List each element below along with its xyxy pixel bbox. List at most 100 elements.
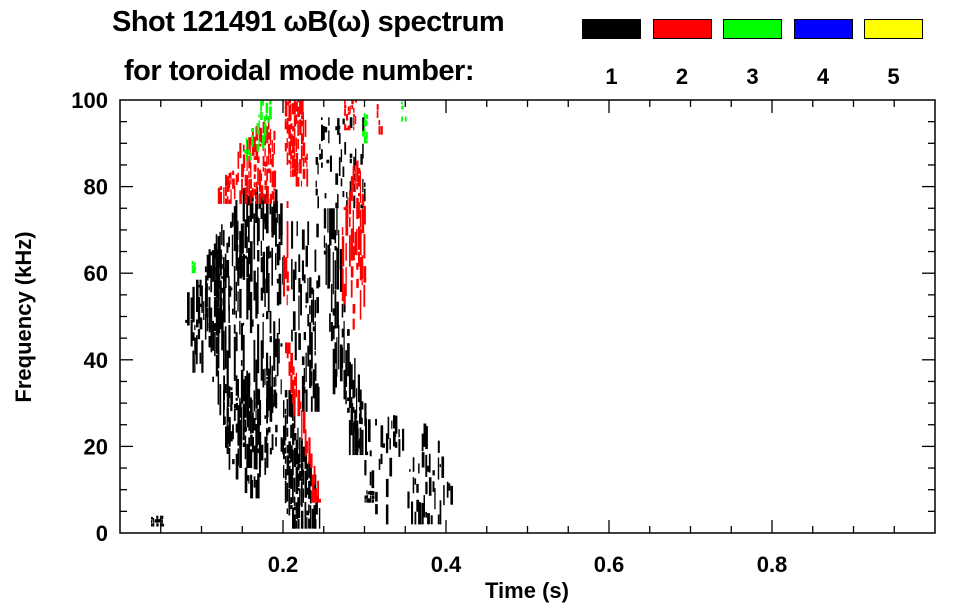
spectrum-mark-mode-2 [363, 266, 367, 283]
spectrum-mark-mode-3 [247, 149, 250, 155]
spectrum-mark-mode-1 [319, 143, 321, 150]
spectrum-mark-mode-1 [409, 469, 411, 472]
spectrum-mark-mode-1 [260, 340, 263, 381]
spectrum-mark-mode-1 [214, 297, 217, 317]
spectrum-mark-mode-2 [306, 441, 308, 454]
spectrum-mark-mode-1 [233, 266, 236, 315]
spectrum-mark-mode-1 [269, 310, 272, 334]
spectrum-mark-mode-2 [264, 185, 268, 190]
spectrum-mark-mode-1 [224, 384, 227, 394]
spectrum-mark-mode-1 [268, 399, 271, 407]
spectrum-mark-mode-1 [439, 464, 441, 468]
spectrum-mark-mode-1 [215, 249, 218, 299]
spectrum-mark-mode-2 [271, 139, 273, 153]
spectrum-mark-mode-1 [288, 390, 292, 417]
spectrum-mark-mode-2 [266, 186, 269, 204]
spectrum-mark-mode-2 [288, 141, 292, 156]
spectrum-mark-mode-1 [366, 451, 369, 456]
spectrum-mark-mode-2 [260, 173, 263, 181]
spectrum-mark-mode-2 [347, 106, 350, 112]
spectrum-mark-mode-1 [308, 518, 311, 529]
spectrum-mark-mode-1 [199, 279, 202, 297]
spectrum-mark-mode-1 [205, 275, 208, 318]
spectrum-mark-mode-2 [354, 231, 358, 255]
spectrum-mark-mode-1 [215, 354, 219, 377]
spectrum-mark-mode-2 [288, 342, 291, 354]
spectrum-mark-mode-1 [450, 485, 453, 505]
spectrum-mark-mode-1 [253, 339, 256, 383]
spectrum-mark-mode-1 [255, 201, 258, 223]
spectrum-mark-mode-1 [341, 303, 344, 318]
spectrum-mark-mode-1 [248, 453, 251, 468]
spectrum-mark-mode-1 [283, 447, 285, 460]
spectrum-mark-mode-1 [269, 198, 272, 215]
spectrum-mark-mode-2 [286, 138, 288, 149]
spectrum-mark-mode-1 [196, 335, 198, 365]
spectrum-mark-mode-2 [356, 197, 359, 219]
spectrum-mark-mode-1 [361, 401, 364, 410]
spectrum-mark-mode-1 [215, 302, 218, 336]
spectrum-mark-mode-1 [342, 166, 345, 177]
spectrum-mark-mode-1 [336, 247, 339, 290]
spectrum-mark-mode-1 [305, 292, 308, 304]
spectrum-mark-mode-2 [293, 115, 297, 127]
spectrum-mark-mode-2 [253, 182, 256, 188]
spectrum-mark-mode-2 [359, 229, 362, 256]
spectrum-mark-mode-1 [242, 442, 246, 447]
spectrum-mark-mode-2 [344, 104, 347, 109]
spectrum-mark-mode-2 [242, 154, 246, 168]
spectrum-mark-mode-1 [226, 350, 229, 397]
spectrum-mark-mode-1 [425, 426, 428, 450]
spectrum-mark-mode-1 [255, 409, 257, 420]
spectrum-mark-mode-1 [266, 442, 269, 468]
spectrum-mark-mode-1 [221, 224, 223, 246]
spectrum-mark-mode-1 [343, 321, 345, 364]
spectrum-mark-mode-3 [401, 105, 404, 110]
spectrum-mark-mode-1 [315, 496, 318, 515]
spectrum-mark-mode-1 [371, 499, 375, 503]
spectrum-mark-mode-2 [262, 167, 264, 172]
spectrum-mark-mode-2 [361, 255, 364, 280]
spectrum-mark-mode-2 [315, 488, 317, 503]
spectrum-mark-mode-1 [297, 519, 300, 529]
spectrum-mark-mode-1 [359, 413, 361, 424]
spectrum-mark-mode-1 [348, 362, 351, 408]
spectrum-mark-mode-2 [299, 159, 302, 174]
spectrum-mark-mode-3 [365, 114, 369, 120]
spectrum-mark-mode-2 [230, 171, 232, 185]
spectrum-mark-mode-2 [344, 124, 347, 131]
spectrum-mark-mode-2 [359, 257, 362, 281]
spectrum-mark-mode-1 [290, 424, 293, 439]
spectrum-mark-mode-1 [197, 297, 201, 324]
spectrum-mark-mode-1 [269, 447, 272, 455]
spectrum-mark-mode-2 [248, 155, 251, 169]
spectrum-mark-mode-1 [301, 229, 305, 250]
spectrum-mark-mode-1 [421, 503, 424, 525]
spectrum-mark-mode-1 [365, 418, 367, 456]
spectrum-mark-mode-1 [425, 511, 427, 518]
spectrum-mark-mode-1 [248, 437, 251, 459]
spectrum-mark-mode-2 [297, 177, 300, 187]
spectrum-mark-mode-1 [368, 491, 371, 495]
spectrum-mark-mode-1 [259, 400, 262, 426]
spectrum-mark-mode-1 [293, 477, 296, 492]
spectrum-mark-mode-1 [292, 507, 295, 529]
spectrum-mark-mode-3 [269, 106, 272, 120]
spectrum-mark-mode-2 [286, 152, 289, 166]
spectrum-mark-mode-2 [269, 148, 271, 159]
spectrum-mark-mode-2 [363, 234, 366, 259]
spectrum-mark-mode-1 [398, 429, 400, 438]
spectrum-mark-mode-1 [334, 246, 337, 251]
spectrum-mark-mode-1 [249, 397, 252, 434]
spectrum-mark-mode-1 [264, 461, 267, 475]
spectrum-mark-mode-1 [213, 323, 217, 331]
spectrum-mark-mode-1 [233, 408, 236, 421]
spectrum-mark-mode-1 [309, 277, 312, 299]
spectrum-mark-mode-1 [305, 352, 307, 383]
spectrum-mark-mode-1 [309, 305, 311, 315]
spectrum-mark-mode-1 [292, 269, 295, 302]
spectrum-mark-mode-1 [257, 448, 260, 454]
spectrum-mark-mode-1 [293, 496, 296, 506]
spectrum-mark-mode-1 [332, 252, 334, 295]
